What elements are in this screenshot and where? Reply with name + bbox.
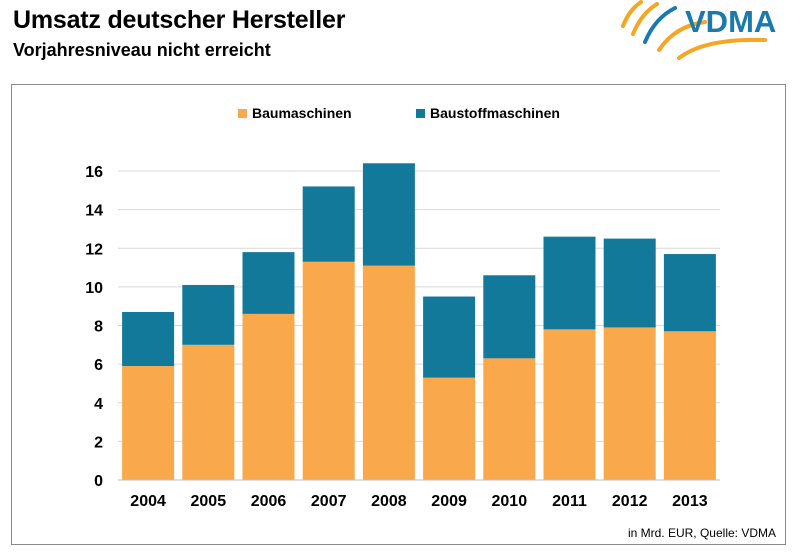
bar-baumaschinen-2012 <box>603 327 656 480</box>
bar-baumaschinen-2009 <box>423 377 476 480</box>
bar-baumaschinen-2010 <box>483 358 536 480</box>
y-tick-label: 0 <box>94 473 103 490</box>
logo-text: VDMA <box>685 4 776 39</box>
bar-baumaschinen-2004 <box>122 366 175 480</box>
y-tick-label: 4 <box>94 396 103 413</box>
bar-baumaschinen-2007 <box>302 261 355 480</box>
x-tick-label: 2013 <box>672 493 708 510</box>
page-subtitle: Vorjahresniveau nicht erreicht <box>13 40 271 60</box>
x-tick-label: 2012 <box>612 493 648 510</box>
bars <box>122 163 716 480</box>
bar-baustoffmaschinen-2011 <box>543 236 596 330</box>
y-tick-label: 12 <box>85 241 103 258</box>
bar-baustoffmaschinen-2013 <box>663 254 716 332</box>
bar-baumaschinen-2013 <box>663 331 716 480</box>
bar-baustoffmaschinen-2008 <box>362 163 415 266</box>
bar-baustoffmaschinen-2004 <box>122 311 175 367</box>
legend-label: Baumaschinen <box>252 105 352 121</box>
bar-baustoffmaschinen-2009 <box>423 296 476 378</box>
legend-swatch-baumaschinen <box>238 109 247 118</box>
y-tick-label: 6 <box>94 357 103 374</box>
y-tick-label: 2 <box>94 434 103 451</box>
legend: Baumaschinen Baustoffmaschinen <box>238 105 560 121</box>
chart-frame <box>11 84 786 545</box>
y-tick-label: 16 <box>85 164 103 181</box>
bar-baustoffmaschinen-2005 <box>182 284 235 345</box>
source-note: in Mrd. EUR, Quelle: VDMA <box>627 526 776 540</box>
bar-baustoffmaschinen-2010 <box>483 275 536 359</box>
x-axis: 2004 2005 2006 2007 2008 2009 2010 2011 2012 2013 <box>118 479 720 510</box>
x-tick-label: 2007 <box>311 493 347 510</box>
page-title: Umsatz deutscher Hersteller <box>13 6 346 34</box>
bar-baumaschinen-2005 <box>182 344 235 480</box>
x-tick-label: 2008 <box>371 493 407 510</box>
legend-label: Baustoffmaschinen <box>430 105 560 121</box>
bar-baumaschinen-2006 <box>242 313 295 480</box>
y-tick-label: 14 <box>85 203 103 220</box>
x-tick-label: 2005 <box>191 493 227 510</box>
y-axis: 0 2 4 6 8 10 12 14 16 <box>85 164 103 490</box>
bar-baustoffmaschinen-2006 <box>242 252 295 314</box>
legend-swatch-baustoffmaschinen <box>416 109 425 118</box>
x-tick-label: 2011 <box>552 493 587 510</box>
x-tick-label: 2004 <box>130 493 166 510</box>
vdma-logo: VDMA <box>621 0 776 60</box>
bar-baustoffmaschinen-2012 <box>603 238 656 328</box>
x-tick-label: 2006 <box>251 493 287 510</box>
bar-baustoffmaschinen-2007 <box>302 186 355 262</box>
y-tick-label: 10 <box>85 280 103 297</box>
x-tick-label: 2010 <box>492 493 528 510</box>
x-tick-label: 2009 <box>431 493 467 510</box>
logo-arcs-icon <box>621 0 767 60</box>
bar-baumaschinen-2008 <box>362 265 415 480</box>
bar-baumaschinen-2011 <box>543 329 596 480</box>
y-tick-label: 8 <box>94 319 103 336</box>
